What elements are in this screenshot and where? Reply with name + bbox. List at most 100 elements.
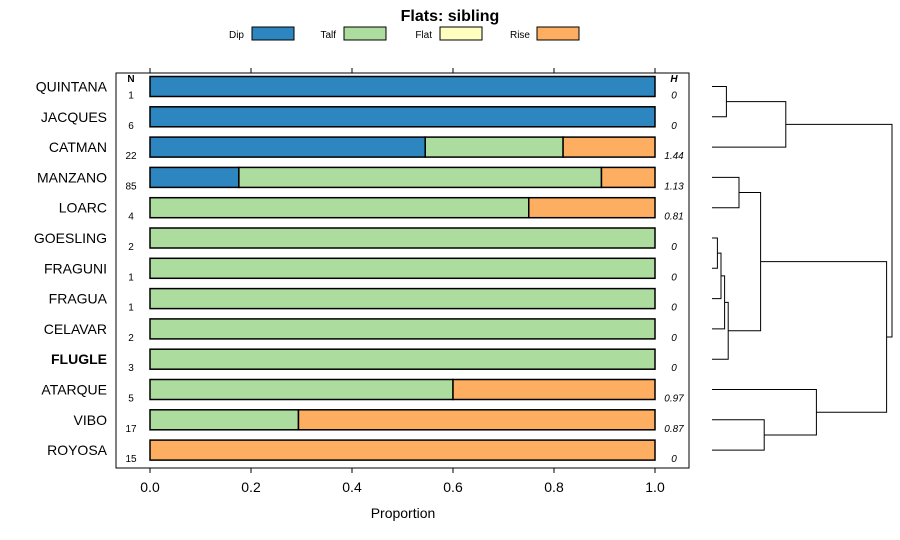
chart-title: Flats: sibling bbox=[401, 8, 500, 25]
row-label: FRAGUNI bbox=[44, 260, 107, 276]
legend-swatch-dip bbox=[251, 26, 295, 41]
x-tick-label: 1.0 bbox=[645, 479, 665, 495]
legend-swatch-rise bbox=[536, 26, 580, 41]
bar-segment-dip bbox=[149, 136, 426, 158]
h-value: 0 bbox=[671, 454, 677, 465]
bar-segment-dip bbox=[149, 166, 240, 189]
h-value: 0 bbox=[671, 121, 677, 132]
bar-segment-rise bbox=[452, 378, 656, 401]
dendrogram-branch bbox=[712, 301, 729, 360]
bar-segment-rise bbox=[600, 166, 656, 189]
bar-segment-talf bbox=[149, 287, 656, 310]
legend-swatch-talf bbox=[343, 26, 387, 41]
dendrogram-branch bbox=[712, 419, 765, 451]
dendrogram bbox=[712, 86, 893, 451]
n-value: 85 bbox=[125, 181, 137, 192]
bar-segment-rise bbox=[297, 409, 656, 431]
bar-segment-rise bbox=[562, 136, 656, 158]
dendrogram-branch bbox=[712, 275, 726, 330]
bar-segment-talf bbox=[424, 136, 564, 158]
legend-label-talf: Talf bbox=[320, 30, 336, 41]
bar-row-celavar: CELAVAR 2 0 bbox=[44, 318, 677, 344]
row-label: CATMAN bbox=[49, 139, 107, 155]
n-value: 2 bbox=[128, 242, 134, 253]
bar-row-fraguni: FRAGUNI 1 0 bbox=[44, 257, 677, 283]
bar-segment-talf bbox=[149, 378, 454, 401]
n-value: 17 bbox=[125, 424, 137, 435]
h-value: 0 bbox=[671, 91, 677, 102]
bar-row-flugle: FLUGLE 3 0 bbox=[51, 348, 677, 374]
h-column-header: H bbox=[670, 74, 678, 85]
bar-row-atarque: ATARQUE 5 0.97 bbox=[41, 378, 684, 405]
legend-label-flat: Flat bbox=[415, 30, 432, 41]
bar-row-manzano: MANZANO 85 1.13 bbox=[37, 166, 684, 192]
bar-rows: QUINTANA 1 0 JACQUES 6 0 CATMAN 22 1.44 MANZANO 85… bbox=[34, 75, 684, 465]
top-axis bbox=[149, 68, 656, 73]
row-label: CELAVAR bbox=[44, 321, 107, 337]
h-value: 1.13 bbox=[664, 181, 684, 192]
row-label: MANZANO bbox=[37, 169, 107, 185]
bar-segment-talf bbox=[149, 348, 656, 370]
h-value: 0.81 bbox=[664, 212, 683, 223]
bar-segment-talf bbox=[238, 166, 603, 189]
bar-segment-rise bbox=[528, 196, 656, 219]
legend: Dip Talf Flat Rise bbox=[229, 26, 580, 41]
row-label: JACQUES bbox=[41, 109, 107, 125]
bar-segment-talf bbox=[149, 409, 300, 431]
dendrogram-branch bbox=[712, 101, 787, 148]
bar-segment-talf bbox=[149, 227, 656, 249]
h-value: 0.87 bbox=[664, 424, 684, 435]
h-value: 0.97 bbox=[664, 394, 684, 405]
row-label: QUINTANA bbox=[36, 79, 108, 95]
n-column-header: N bbox=[127, 74, 134, 85]
dendrogram-branch bbox=[712, 86, 727, 118]
bar-row-catman: CATMAN 22 1.44 bbox=[49, 136, 684, 162]
row-label: ROYOSA bbox=[47, 442, 108, 458]
n-value: 3 bbox=[128, 363, 134, 374]
bar-segment-dip bbox=[149, 106, 656, 128]
bar-row-vibo: VIBO 17 0.87 bbox=[74, 409, 684, 435]
dendrogram-branch bbox=[728, 192, 762, 332]
n-value: 4 bbox=[128, 212, 134, 223]
row-label: VIBO bbox=[74, 412, 108, 428]
bar-segment-rise bbox=[149, 439, 656, 461]
h-value: 0 bbox=[671, 242, 677, 253]
bar-segment-talf bbox=[149, 257, 656, 280]
n-value: 6 bbox=[128, 121, 134, 132]
n-value: 22 bbox=[125, 151, 137, 162]
bottom-axis: 0.0 0.2 0.4 0.6 0.8 1.0 bbox=[140, 468, 665, 495]
h-value: 1.44 bbox=[664, 151, 684, 162]
x-tick-label: 0.0 bbox=[140, 479, 160, 495]
h-value: 0 bbox=[671, 272, 677, 283]
bar-segment-talf bbox=[149, 318, 656, 340]
n-value: 15 bbox=[125, 454, 137, 465]
dendrogram-branch bbox=[785, 123, 893, 338]
x-tick-label: 0.6 bbox=[443, 479, 463, 495]
n-value: 5 bbox=[128, 394, 134, 405]
dendrogram-branch bbox=[712, 176, 740, 209]
row-label: GOESLING bbox=[34, 230, 107, 246]
x-tick-label: 0.2 bbox=[241, 479, 261, 495]
bar-row-jacques: JACQUES 6 0 bbox=[41, 106, 677, 132]
bar-segment-talf bbox=[149, 196, 530, 219]
row-label: LOARC bbox=[59, 200, 107, 216]
legend-label-rise: Rise bbox=[510, 30, 530, 41]
legend-label-dip: Dip bbox=[229, 30, 244, 41]
h-value: 0 bbox=[671, 303, 677, 314]
bar-row-quintana: QUINTANA 1 0 bbox=[36, 75, 677, 102]
h-value: 0 bbox=[671, 333, 677, 344]
legend-swatch-flat bbox=[439, 26, 483, 41]
bar-row-loarc: LOARC 4 0.81 bbox=[59, 196, 684, 223]
h-value: 0 bbox=[671, 363, 677, 374]
dendrogram-branch bbox=[712, 237, 718, 269]
n-value: 1 bbox=[128, 91, 134, 102]
n-value: 1 bbox=[128, 272, 134, 283]
bar-segment-dip bbox=[149, 75, 656, 98]
x-tick-label: 0.4 bbox=[342, 479, 362, 495]
plot-panel bbox=[115, 72, 690, 469]
row-label: FRAGUA bbox=[49, 291, 108, 307]
bar-row-royosa: ROYOSA 15 0 bbox=[47, 439, 677, 465]
bar-row-fragua: FRAGUA 1 0 bbox=[49, 287, 677, 314]
row-label: FLUGLE bbox=[51, 351, 107, 367]
